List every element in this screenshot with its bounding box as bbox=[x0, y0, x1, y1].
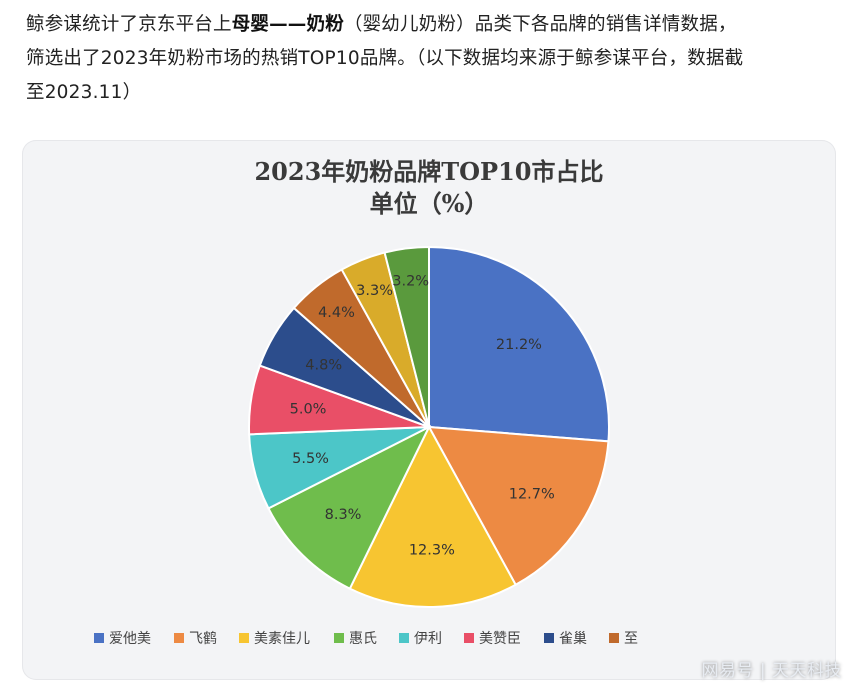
legend-label-1: 爱他美 bbox=[109, 631, 151, 647]
legend-label-7: 雀巢 bbox=[559, 631, 587, 647]
pie-slice-10 bbox=[383, 245, 430, 428]
intro-line-3: 至2023.11） bbox=[26, 82, 142, 103]
pie-chart: 2023年奶粉品牌TOP10市占比 单位（%） 21.2% 12.7% 12.3% 8… bbox=[94, 157, 638, 647]
legend-label-3: 美素佳儿 bbox=[254, 631, 310, 647]
watermark: 网易号 | 天天科技 bbox=[701, 661, 842, 681]
legend-label-5: 伊利 bbox=[414, 631, 442, 647]
pie-slice-4 bbox=[267, 424, 432, 590]
legend-label-8: 至 bbox=[624, 631, 638, 647]
legend-label-6: 美赞臣 bbox=[479, 631, 521, 647]
legend-swatch-8 bbox=[609, 633, 619, 643]
pie-slice-label-3: 12.3% bbox=[409, 542, 455, 558]
intro-line-2: 筛选出了2023年奶粉市场的热销TOP10品牌。（以下数据均来源于鲸参谋平台，数… bbox=[26, 48, 744, 69]
intro-line-1: 鲸参谋统计了京东平台上母婴——奶粉（婴幼儿奶粉）品类下各品牌的销售详情数据， bbox=[26, 8, 836, 42]
pie-slice-label-10: 3.2% bbox=[392, 274, 429, 290]
chart-title: 2023年奶粉品牌TOP10市占比 bbox=[254, 157, 603, 186]
legend-swatch-6 bbox=[464, 633, 474, 643]
legend-swatch-4 bbox=[334, 633, 344, 643]
pie-labels: 21.2% 12.7% 12.3% 8.3% 5.5% 5.0% 4.8% 4.4%3.3%3… bbox=[290, 274, 555, 559]
pie-slice-3 bbox=[348, 424, 518, 608]
legend-swatch-1 bbox=[94, 633, 104, 643]
pie-slice-label-1: 21.2% bbox=[496, 337, 542, 353]
pie-slice-label-6: 5.0% bbox=[290, 401, 327, 417]
pie-legend: 爱他美 飞鹤 美素佳儿 惠氏 伊利 美赞臣 雀巢 至 bbox=[94, 631, 638, 647]
pie-slice-1 bbox=[428, 245, 610, 443]
legend-swatch-2 bbox=[174, 633, 184, 643]
intro-text: 鲸参谋统计了京东平台上母婴——奶粉（婴幼儿奶粉）品类下各品牌的销售详情数据， 筛… bbox=[26, 8, 836, 110]
intro-line-1-part-2: （婴幼儿奶粉）品类下各品牌的销售详情数据， bbox=[343, 14, 737, 35]
pie-slice-label-4: 8.3% bbox=[325, 507, 362, 523]
pie-slice-2 bbox=[427, 425, 610, 587]
pie-slice-label-9: 3.3% bbox=[356, 283, 393, 299]
pie-slice-label-8: 4.4% bbox=[318, 305, 355, 321]
pie-slices bbox=[248, 245, 610, 608]
chart-card: 2023年奶粉品牌TOP10市占比 单位（%） 21.2% 12.7% 12.3% 8… bbox=[22, 140, 836, 680]
legend-swatch-3 bbox=[239, 633, 249, 643]
legend-label-4: 惠氏 bbox=[349, 631, 377, 647]
pie-slice-label-7: 4.8% bbox=[305, 358, 342, 374]
intro-line-1-bold: 母婴——奶粉 bbox=[231, 14, 344, 35]
pie-slice-label-5: 5.5% bbox=[292, 451, 329, 467]
pie-slice-label-2: 12.7% bbox=[509, 486, 555, 502]
intro-line-1-part-1: 鲸参谋统计了京东平台上 bbox=[26, 14, 232, 35]
legend-label-2: 飞鹤 bbox=[189, 631, 217, 647]
legend-swatch-5 bbox=[399, 633, 409, 643]
legend-swatch-7 bbox=[544, 633, 554, 643]
chart-subtitle: 单位（%） bbox=[370, 189, 489, 218]
